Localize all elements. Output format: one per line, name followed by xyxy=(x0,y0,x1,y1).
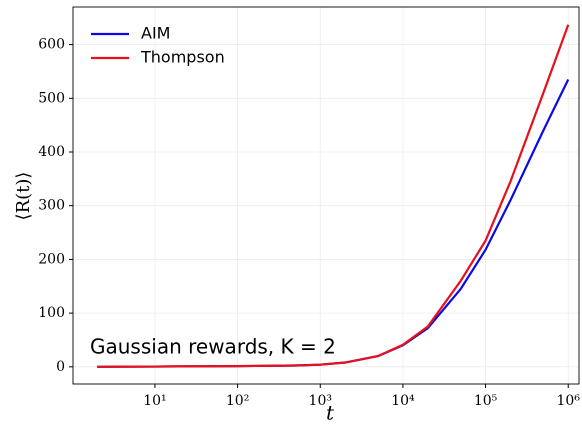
y-tick-label: 600 xyxy=(38,37,65,53)
y-tick-label: 400 xyxy=(38,144,65,160)
plot-frame xyxy=(72,6,580,385)
data-line xyxy=(97,24,570,368)
data-line xyxy=(97,79,570,368)
x-tick-label: 10¹ xyxy=(143,393,166,409)
y-tick-label: 500 xyxy=(38,90,65,106)
y-tick-label: 300 xyxy=(38,198,65,214)
y-tick-label: 0 xyxy=(56,359,65,375)
legend-label: AIM xyxy=(141,24,170,43)
y-tick-label: 200 xyxy=(38,251,65,267)
x-tick-label: 10³ xyxy=(309,393,332,409)
x-tick-label: 10⁶ xyxy=(557,393,581,409)
y-tick-label: 100 xyxy=(38,305,65,321)
x-tick-label: 10² xyxy=(226,393,249,409)
x-tick-label: 10⁴ xyxy=(391,393,415,409)
annotation: Gaussian rewards, K = 2 xyxy=(90,335,336,359)
x-tick-label: 10⁵ xyxy=(474,393,498,409)
x-axis-label: t xyxy=(326,401,335,425)
legend-label: Thompson xyxy=(140,48,225,67)
y-axis-label: ⟨R(t)⟩ xyxy=(13,172,34,221)
